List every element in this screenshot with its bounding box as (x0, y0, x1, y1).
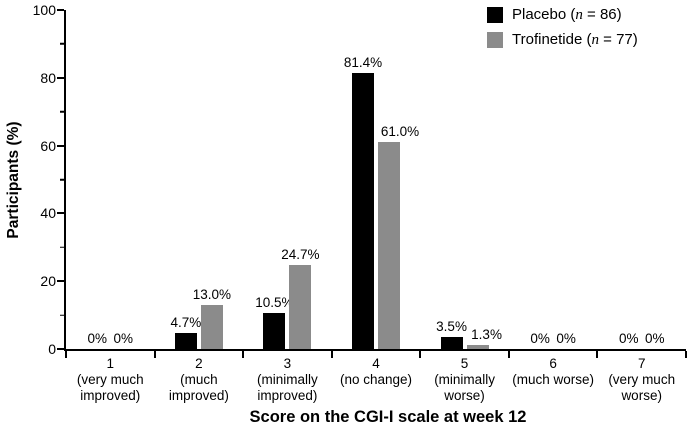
legend-swatch (487, 7, 503, 23)
bar-value-label: 0% (87, 331, 108, 346)
y-axis-minor-tick (60, 178, 64, 181)
y-axis-title: Participants (%) (5, 121, 22, 239)
bar-placebo-score-5 (440, 337, 463, 349)
legend-item-trofinetide: Trofinetide (n = 77) (487, 31, 638, 49)
y-axis-tick-label: 40 (40, 205, 56, 222)
x-category-label: 3 (minimally improved) (231, 356, 343, 404)
bar-trofinetide-score-4 (378, 142, 400, 349)
y-axis-major-tick (57, 280, 64, 283)
bar-placebo-score-4 (352, 73, 374, 349)
bar-trofinetide-score-2 (200, 304, 223, 349)
x-category-label: 1 (very much improved) (54, 356, 166, 404)
y-axis-major-tick (57, 76, 64, 79)
bar-trofinetide-score-3 (289, 265, 312, 349)
y-axis-minor-tick (60, 110, 64, 113)
legend-label: Trofinetide (n = 77) (512, 31, 638, 48)
bar-value-label: 24.7% (281, 247, 320, 263)
x-axis-tick (596, 351, 599, 358)
x-category-desc: (minimally improved) (257, 372, 318, 403)
x-category-label: 5 (minimally worse) (409, 356, 521, 404)
bar-value-label: 13.0% (192, 286, 231, 302)
y-axis-minor-tick (60, 43, 64, 45)
bar-trofinetide-score-5 (466, 344, 489, 349)
y-axis-tick-label: 0 (48, 341, 56, 357)
x-category-score: 1 (106, 356, 115, 371)
x-category-label: 2 (much improved) (143, 356, 255, 404)
x-category-desc: (very much improved) (76, 372, 144, 403)
x-category-score: 3 (283, 356, 292, 371)
x-category-score: 7 (637, 356, 646, 371)
y-axis-minor-tick (60, 314, 64, 316)
x-category-label: 7 (very much worse) (586, 356, 690, 404)
bar-value-label: 0% (530, 331, 550, 346)
bar-value-label: 0% (113, 331, 134, 346)
bar-placebo-score-3 (263, 313, 286, 349)
bar-value-label: 0% (644, 331, 665, 346)
x-category-score: 5 (460, 356, 469, 371)
legend-swatch (487, 32, 503, 48)
x-category-desc: (very much worse) (608, 372, 676, 403)
bar-value-label: 3.5% (436, 319, 467, 335)
legend-item-placebo: Placebo (n = 86) (487, 6, 638, 24)
legend: Placebo (n = 86) Trofinetide (n = 77) (487, 6, 638, 56)
x-axis-tick (65, 351, 67, 358)
y-axis-tick-label: 20 (40, 273, 56, 290)
x-category-score: 2 (195, 356, 203, 371)
x-axis-tick (153, 351, 156, 358)
y-axis-major-tick (57, 144, 64, 147)
bar-value-label: 10.5% (255, 295, 294, 311)
x-axis-tick (242, 351, 245, 358)
x-axis-tick (330, 351, 333, 358)
bar-value-label: 1.3% (471, 326, 502, 342)
bar-value-label: 81.4% (343, 55, 383, 71)
x-category-desc: (much worse) (512, 372, 595, 387)
x-category-label: 6 (much worse) (497, 356, 609, 388)
y-axis-tick-label: 80 (40, 69, 56, 86)
y-axis-major-tick (57, 348, 64, 350)
bar-value-label: 0% (556, 331, 576, 346)
y-axis-tick-label: 100 (32, 2, 56, 18)
bar-value-label: 4.7% (170, 315, 202, 331)
legend-label: Placebo (n = 86) (512, 6, 622, 23)
y-axis-tick-label: 60 (40, 137, 56, 154)
bar-value-label: 61.0% (380, 124, 420, 140)
x-category-desc: (no change) (339, 372, 413, 387)
x-category-score: 6 (549, 356, 557, 371)
y-axis-minor-tick (60, 246, 64, 249)
bar-value-label: 0% (618, 331, 639, 346)
x-category-score: 4 (372, 356, 380, 371)
y-axis-major-tick (57, 9, 64, 11)
x-axis-tick (419, 351, 422, 358)
plot-area: 0 20 40 60 80 100 0% 4.7% 10.5% 81.4% 3.5% 0% 0% 0% 13… (33, 3, 687, 358)
x-category-label: 4 (no change) (320, 356, 432, 388)
x-axis-tick (685, 351, 687, 358)
x-axis-tick (507, 351, 510, 358)
y-axis-major-tick (57, 212, 64, 215)
x-axis-title: Score on the CGI-I scale at week 12 (249, 408, 527, 426)
x-category-desc: (minimally worse) (434, 372, 495, 403)
bar-placebo-score-2 (174, 333, 197, 349)
x-category-desc: (much improved) (168, 372, 229, 403)
